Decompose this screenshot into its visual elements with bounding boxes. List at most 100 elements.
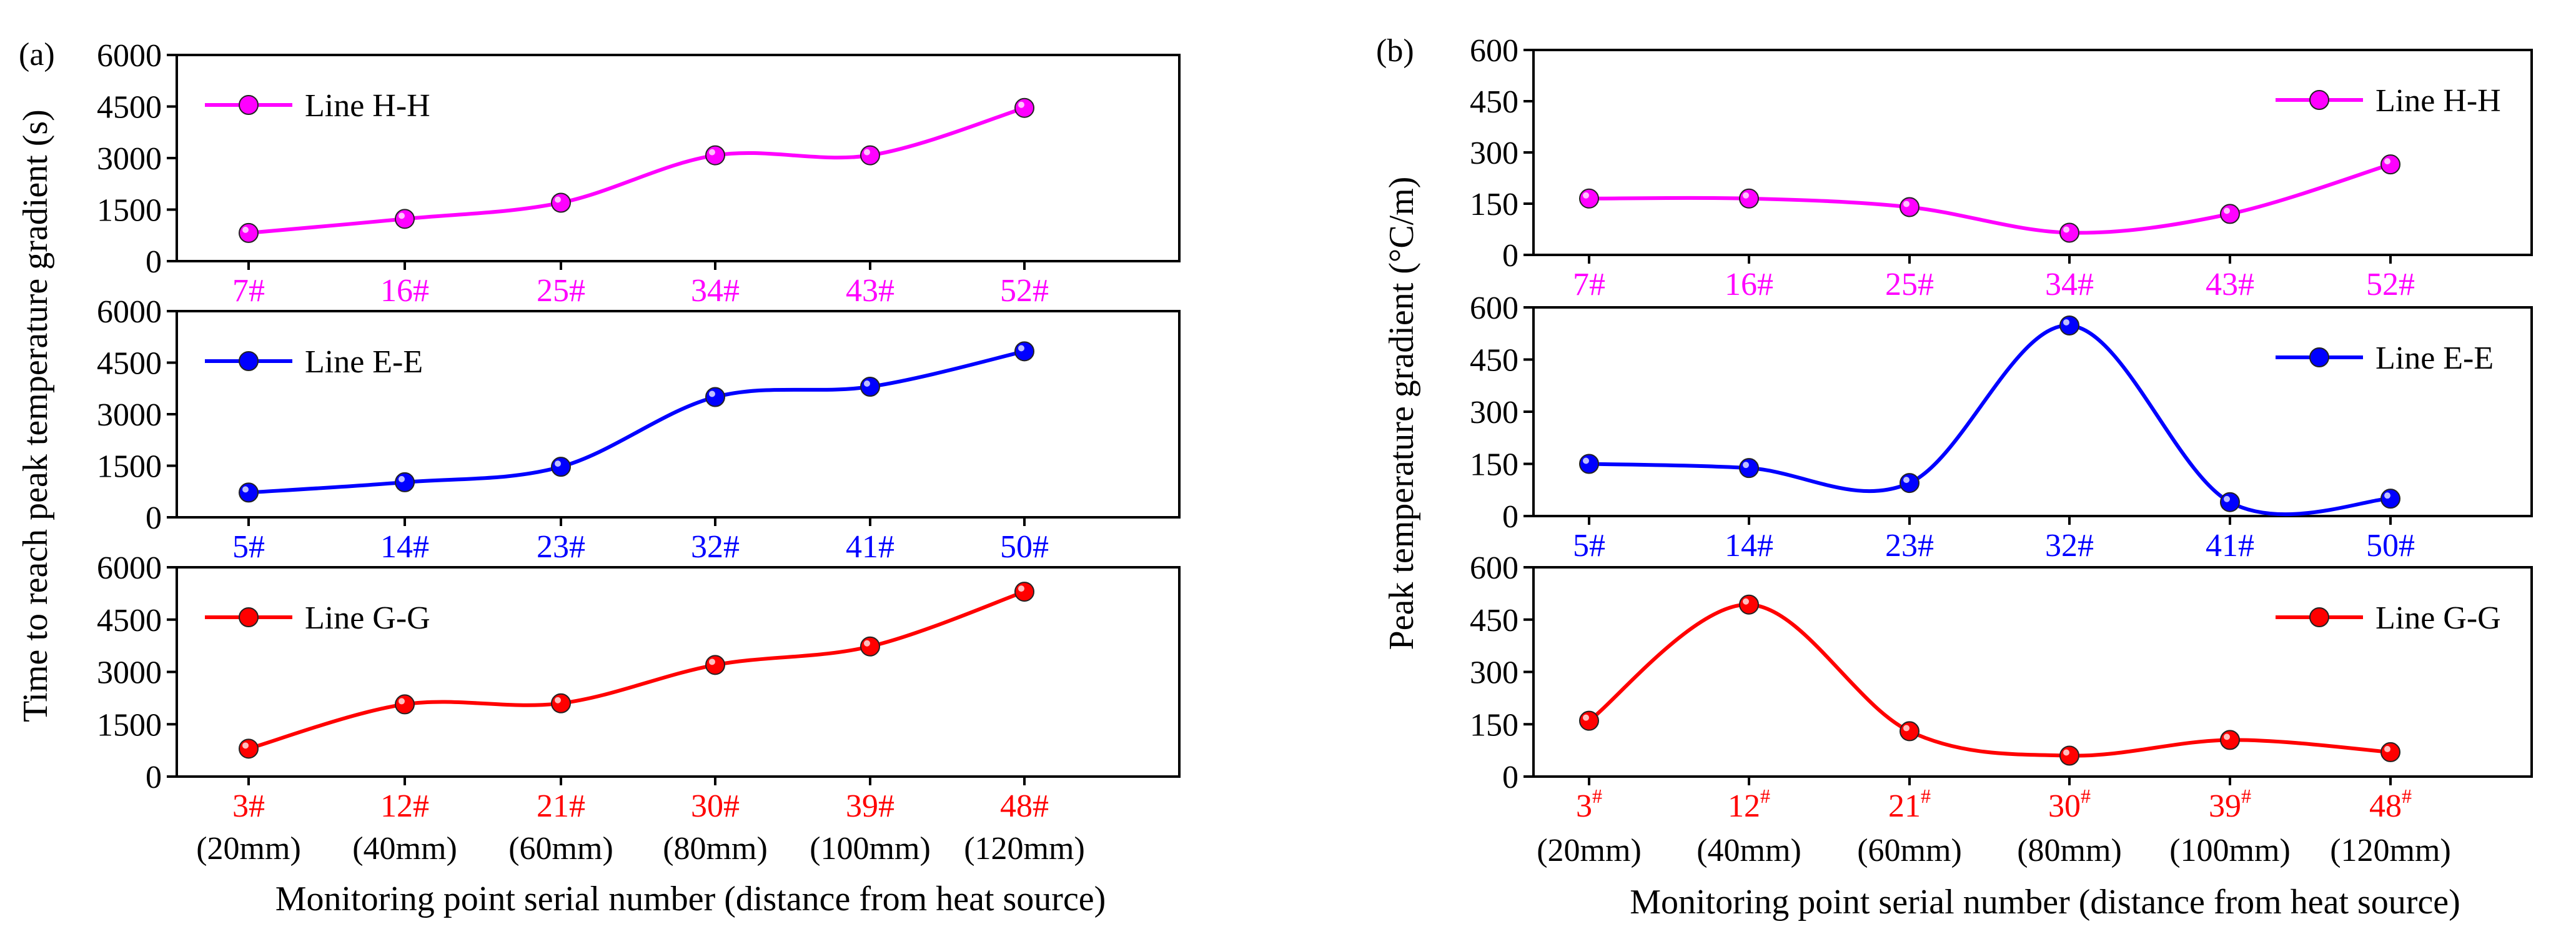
distance-label: (20mm) [1537,833,1642,868]
data-point-highlight [399,475,405,482]
legend-label: Line G-G [2375,600,2501,636]
y-tick-label: 450 [1470,603,1518,638]
y-tick-label: 300 [1470,655,1518,691]
data-point [1900,473,1920,494]
data-point [1014,341,1034,362]
data-point-highlight [2384,158,2390,165]
distance-label: (80mm) [663,831,768,867]
data-point [551,192,571,213]
y-tick-label: 450 [1470,343,1518,379]
panel-label: (b) [1376,33,1414,69]
distance-label: (40mm) [1697,833,1801,868]
x-tick-label: 5# [232,529,265,565]
plot-frame [1532,306,2533,517]
data-point-highlight [1743,462,1749,469]
data-point [1739,594,1759,615]
distance-label: (100mm) [810,831,931,867]
subplot-line-e-e: 0 1500 3000 4500 6000 5# 14# 23# 32# 41# 50# Line E… [97,294,1181,565]
data-point-highlight [1583,192,1589,199]
y-tick-label: 450 [1470,84,1518,120]
distance-label: (20mm) [196,831,301,867]
data-point [2380,489,2400,509]
y-tick-label: 150 [1470,447,1518,483]
y-tick-label: 0 [146,760,162,795]
data-point [860,377,880,397]
data-point-highlight [399,698,405,705]
data-point-highlight [1583,457,1589,464]
plot-frame [1532,49,2533,256]
x-tick-label-sup: # [1760,785,1770,807]
data-point-highlight [1743,192,1749,199]
x-tick-label-sup: # [1921,785,1931,807]
y-tick-label: 4500 [97,603,162,638]
data-point-highlight [555,196,561,203]
data-point [551,693,571,713]
x-tick-label-sup: # [2402,785,2412,807]
x-tick-label: 7# [232,273,265,309]
data-point [2220,730,2240,750]
series-line [248,349,1025,495]
data-point [2380,154,2400,175]
legend: Line E-E [205,344,423,380]
x-tick-label-base: 39 [2209,788,2241,824]
x-tick-label: 14# [1725,528,1773,564]
data-point [1579,188,1599,209]
legend: Line E-E [2276,340,2494,376]
data-point [551,457,571,477]
x-tick-label: 21# [537,788,585,824]
x-tick-label: 14# [380,529,429,565]
data-point-highlight [555,460,561,467]
x-tick-label: 16# [1725,267,1773,302]
y-tick-label: 0 [1502,238,1518,274]
data-point [239,482,259,503]
legend-label: Line H-H [305,88,430,124]
distance-label: (80mm) [2017,833,2122,868]
data-point [2059,315,2079,335]
data-point [860,636,880,657]
data-point-highlight [709,390,715,397]
data-point-highlight [2384,492,2390,499]
data-point-highlight [1743,598,1749,605]
data-point [239,222,259,243]
x-tick-label: 43# [2206,267,2254,302]
x-tick-label: 34# [2045,267,2094,302]
data-point [395,472,415,492]
y-tick-label: 4500 [97,90,162,126]
data-point-highlight [2224,733,2230,740]
legend-marker [239,95,259,115]
y-tick-label: 150 [1470,707,1518,743]
plot-frame [1532,566,2533,778]
legend: Line G-G [205,600,430,636]
legend-marker [239,607,259,627]
distance-label: (120mm) [964,831,1085,867]
data-point [1739,188,1759,209]
subplot-line-e-e: 0 150 300 450 600 5# 14# 23# 32# 41# 50# Line E-E [1470,291,2533,564]
x-tick-label: 21# [1888,785,1931,824]
x-axis-title: Monitoring point serial number (distance… [1630,883,2460,922]
data-point-highlight [2063,749,2069,756]
legend-label: Line G-G [305,600,430,636]
x-tick-label-base: 12 [1728,788,1760,824]
y-tick-label: 0 [146,244,162,280]
data-point [1014,582,1034,602]
x-tick-label: 25# [537,273,585,309]
data-point-highlight [2063,226,2069,233]
data-point-highlight [242,742,249,749]
x-tick-label: 41# [846,529,894,565]
x-tick-label: 48# [1000,788,1049,824]
distance-label: (120mm) [2330,833,2451,868]
series-line [248,590,1026,751]
x-tick-label: 12# [380,788,429,824]
legend-label: Line E-E [305,344,423,380]
legend-marker [2309,607,2329,627]
data-point-highlight [1903,477,1910,484]
data-point [2059,222,2079,243]
x-tick-label-base: 3 [1576,788,1592,824]
x-tick-label: 39# [846,788,894,824]
data-point-highlight [864,380,870,387]
y-axis-title: Time to reach peak temperature gradient … [16,109,55,722]
x-tick-label: 48# [2369,785,2412,824]
y-tick-label: 0 [1502,760,1518,795]
x-tick-label: 50# [2366,528,2415,564]
x-tick-label: 43# [846,273,894,309]
